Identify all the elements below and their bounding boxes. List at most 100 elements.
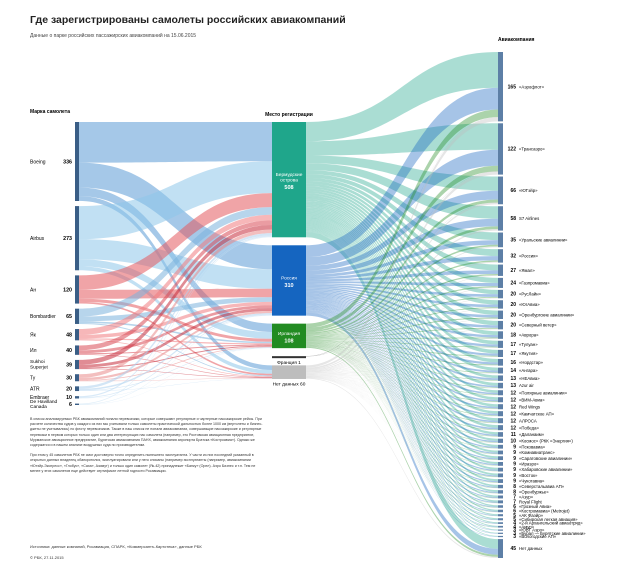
- registration-label: Бермудские: [276, 172, 303, 178]
- flow-россия-газпромавиа: [306, 281, 498, 287]
- flow-нет-данных-северный-ветер: [306, 328, 498, 374]
- flow-бермудские-острова-югавиа: [306, 186, 498, 305]
- airline-label: «Нордстар»: [519, 360, 544, 365]
- airline-label: «АК Фаэйр»: [519, 513, 544, 518]
- flow-россия-вим-авиа: [306, 297, 498, 402]
- flow-бермудские-острова-сибирская-легкая-авиация: [306, 229, 498, 520]
- flow-нет-данных-трансаэро: [306, 171, 498, 370]
- node-бермудские-острова: [272, 122, 306, 238]
- node-ютэйр: [498, 176, 503, 205]
- node-s7-airlines: [498, 206, 503, 231]
- airline-label: «Костромавиа» (Metrojet): [519, 509, 570, 514]
- flow-россия-грозный-авиа: [306, 309, 498, 508]
- flow-ирландия-ямал: [306, 273, 498, 337]
- flow-бермудские-острова-вологодские-ап: [306, 231, 498, 537]
- flow-нет-данных-камчатское-ап: [306, 375, 498, 417]
- flow-ирландия-red-wings: [306, 342, 498, 409]
- node-хабаровские-авиалинии: [498, 467, 503, 472]
- flow-россия-якутия: [306, 291, 498, 356]
- flow-ирландия-ангара: [306, 340, 498, 374]
- node-ираэро: [498, 461, 503, 466]
- flow-россия-red-wings: [306, 298, 498, 409]
- copyright-text: © РБК, 27.11.2015: [30, 555, 64, 560]
- flow-бермудские-острова-ак-фаэйр: [306, 228, 498, 516]
- flow-ту-россия: [79, 310, 272, 381]
- flow-россия-оренбургские-авиалинии: [306, 285, 498, 318]
- flow-ирландия-россия: [306, 260, 498, 336]
- airline-value: 12: [510, 390, 516, 396]
- flow-россия-ангара: [306, 293, 498, 373]
- manufacturer-value: 48: [66, 333, 72, 339]
- flow-ирландия-оренбургские-авиалинии: [306, 317, 498, 339]
- airline-value: 3: [513, 531, 516, 537]
- flow-ирландия-ак-фаэйр: [306, 346, 498, 517]
- flow-россия-россия: [306, 256, 498, 280]
- node-нет-данных: [498, 539, 503, 558]
- flow-бермудские-острова-нордстар: [306, 199, 498, 363]
- flow-россия-нордстар: [306, 292, 498, 365]
- source-text: Источники: данные компаний, Росавиация, …: [30, 544, 202, 549]
- node-полярные-авиалинии: [498, 390, 503, 396]
- flow-бермудские-острова-бурал-бурятские-авиалинии: [306, 231, 498, 534]
- node-аврора: [498, 331, 503, 339]
- flow-россия-ютэйр: [306, 190, 498, 271]
- flow-бермудские-острова-якутия: [306, 197, 498, 354]
- node-аэрофлот: [498, 52, 503, 122]
- manufacturer-label: Boeing: [30, 159, 46, 165]
- airline-label: «Бурал — Бурятские авиалинии»: [519, 531, 586, 536]
- manufacturer-label: Sukhoi Superjet: [30, 359, 49, 370]
- node-алроса: [498, 418, 503, 424]
- airline-value: 6: [513, 509, 516, 515]
- flow-ил-нет-данных: [79, 354, 272, 378]
- flow-бермудские-острова-северстальавиа-ап: [306, 223, 498, 487]
- flow-sukhoi-superjet-россия: [79, 308, 272, 368]
- node-ил: [75, 345, 79, 355]
- flow-бермудские-острова-камчатское-ап: [306, 209, 498, 414]
- flow-як-ирландия: [79, 338, 272, 345]
- flow-ан-бермудские-острова: [79, 193, 272, 290]
- manufacturer-value: 39: [66, 362, 72, 368]
- chart-subtitle: Данные о парке российских пассажирских а…: [30, 33, 197, 39]
- node-газпромавиа: [498, 277, 503, 288]
- flow-ирландия-чукотавиа: [306, 345, 498, 483]
- flow-бермудские-острова-полярные-авиалинии: [306, 205, 498, 393]
- airline-label: Royal Flight: [519, 499, 542, 504]
- airline-label: «Якутия»: [519, 351, 538, 356]
- node-костромавиа-metrojet: [498, 509, 503, 513]
- registration-label: Нет данных 60: [273, 381, 306, 387]
- node-нет-данных: [272, 365, 306, 379]
- airline-value: 17: [510, 351, 516, 357]
- node-embraer: [75, 396, 79, 399]
- flow-ирландия-трансаэро: [306, 165, 498, 331]
- airline-value: 9: [513, 461, 516, 467]
- flow-россия-восток: [306, 306, 498, 477]
- flow-россия-костромавиа-metrojet: [306, 310, 498, 512]
- airline-value: 6: [513, 504, 516, 510]
- flow-ирландия-победа: [306, 342, 498, 430]
- airline-value: 8: [513, 484, 516, 490]
- airline-value: 32: [510, 254, 516, 260]
- airline-value: 27: [510, 268, 516, 274]
- flow-бермудские-острова-оренбуржье: [306, 224, 498, 492]
- airline-label: «Азур»: [519, 495, 534, 500]
- airline-value: 45: [510, 546, 516, 552]
- flow-россия-аврора: [306, 288, 498, 338]
- airline-value: 7: [513, 499, 516, 505]
- airline-value: 3: [513, 534, 516, 540]
- registration-label: Ирландия: [278, 331, 301, 337]
- node-sukhoi-superjet: [75, 359, 79, 370]
- flow-бермудские-острова-амур: [306, 230, 498, 527]
- flow-atr-ирландия: [79, 347, 272, 391]
- flow-россия-уральские-авиалинии: [306, 240, 498, 278]
- airline-label: Azur air: [519, 383, 534, 388]
- flow-бермудские-острова-нет-данных: [306, 232, 498, 549]
- airline-value: 9: [513, 467, 516, 473]
- airline-label: «Оренбуржье»: [519, 489, 549, 494]
- flow-як-нет-данных: [79, 339, 272, 377]
- flow-ирландия-тулуан: [306, 339, 498, 348]
- flow-бермудские-острова-ангара: [306, 201, 498, 371]
- flow-россия-azur-air: [306, 295, 498, 388]
- flow-нет-данных-грозный-авиа: [306, 377, 498, 508]
- airline-value: 9: [513, 450, 516, 456]
- flow-ирландия-северстальавиа-ап: [306, 345, 498, 489]
